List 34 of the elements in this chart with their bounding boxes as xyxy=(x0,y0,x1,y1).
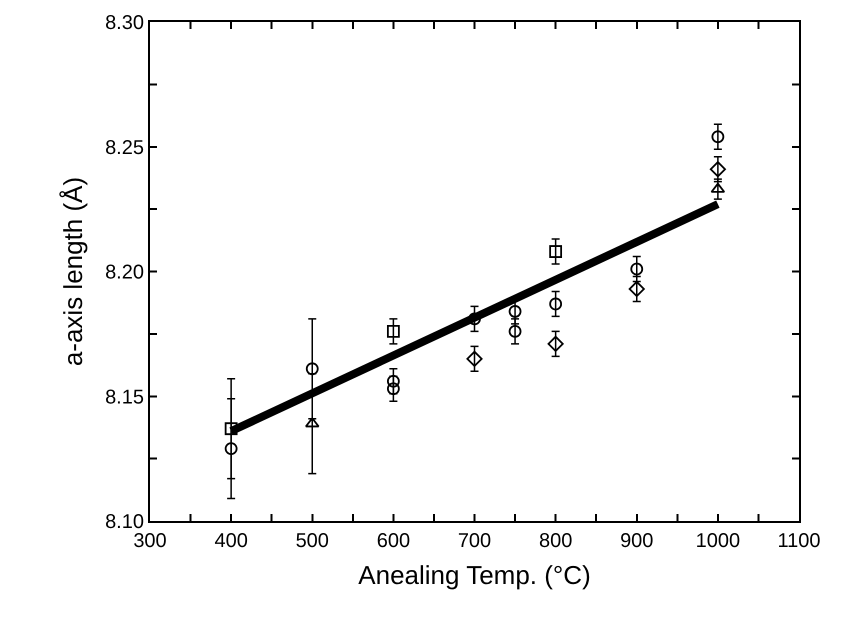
point xyxy=(710,161,726,178)
point xyxy=(386,324,400,338)
point xyxy=(386,382,400,396)
point xyxy=(549,245,562,258)
y-tick-label: 8.25 xyxy=(105,136,144,159)
x-tick-label: 1000 xyxy=(696,530,740,552)
y-tick-label: 8.30 xyxy=(105,12,144,34)
point xyxy=(224,442,238,456)
x-tick-label: 1100 xyxy=(777,530,821,552)
point xyxy=(386,374,400,388)
y-tick-label: 8.20 xyxy=(105,262,144,284)
point xyxy=(628,280,645,298)
y-tick-label: 8.10 xyxy=(105,511,144,533)
y-axis-title: a-axis length (Å) xyxy=(58,176,88,366)
point xyxy=(305,417,320,428)
x-tick-label: 800 xyxy=(538,530,572,552)
y-tick-label: 8.15 xyxy=(105,386,144,408)
x-tick-label: 600 xyxy=(376,530,410,552)
point xyxy=(466,350,483,367)
x-tick-label: 300 xyxy=(133,530,167,552)
point xyxy=(306,362,319,376)
point xyxy=(710,182,726,193)
point xyxy=(630,262,644,276)
point xyxy=(508,305,522,318)
point xyxy=(549,298,562,310)
x-tick-label: 400 xyxy=(214,530,248,552)
x-axis-title: Anealing Temp. (°C) xyxy=(358,560,591,590)
x-tick-label: 500 xyxy=(296,530,329,552)
point xyxy=(711,130,724,144)
point xyxy=(508,324,522,338)
x-tick-label: 700 xyxy=(458,530,492,552)
x-tick-label: 900 xyxy=(620,530,654,552)
point xyxy=(548,336,564,352)
point xyxy=(224,422,238,436)
